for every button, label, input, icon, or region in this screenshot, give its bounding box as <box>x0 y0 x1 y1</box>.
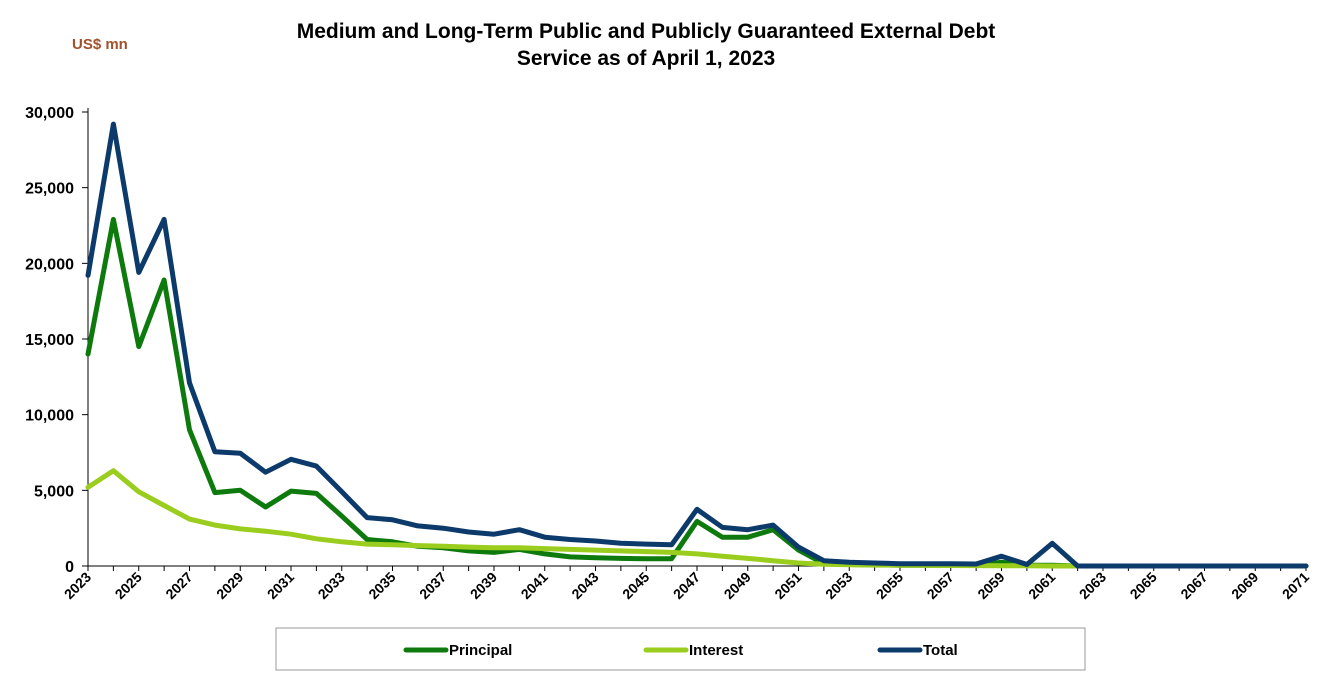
x-tick-label: 2053 <box>822 569 855 602</box>
series-line-interest <box>85 468 1309 569</box>
legend-item-total: Total <box>877 642 958 659</box>
series-lines <box>85 121 1309 569</box>
y-tick-label: 10,000 <box>25 408 74 425</box>
x-tick-label: 2069 <box>1228 569 1261 602</box>
legend: Principal Interest Total <box>275 627 1086 671</box>
x-tick-label: 2051 <box>771 569 804 602</box>
x-tick-label: 2029 <box>213 569 246 602</box>
y-tick-label: 5,000 <box>34 483 74 500</box>
chart-title-line-2: Service as of April 1, 2023 <box>517 47 775 70</box>
x-tick-label: 2027 <box>162 569 195 602</box>
x-tick-label: 2067 <box>1177 569 1210 602</box>
x-tick-label: 2049 <box>721 569 754 602</box>
legend-label-principal: Principal <box>449 642 512 659</box>
y-tick-label: 0 <box>65 559 74 576</box>
legend-label-interest: Interest <box>689 642 743 659</box>
plot-area: 0 5,000 10,000 15,000 20,000 25,000 30,000 202… <box>25 105 1312 602</box>
x-tick-label: 2039 <box>467 569 500 602</box>
x-tick-label: 2063 <box>1076 569 1109 602</box>
y-tick-label: 20,000 <box>25 256 74 273</box>
x-tick-label: 2037 <box>416 569 449 602</box>
x-tick-label: 2045 <box>619 569 652 602</box>
x-tick-label: 2047 <box>670 569 703 602</box>
series-line-principal <box>85 216 1309 569</box>
x-tick-label: 2035 <box>365 569 398 602</box>
y-tick-label: 25,000 <box>25 181 74 198</box>
x-tick-label: 2031 <box>264 569 297 602</box>
x-tick-label: 2041 <box>518 569 551 602</box>
x-tick-label: 2061 <box>1025 569 1058 602</box>
x-tick-label: 2059 <box>974 569 1007 602</box>
x-tick-label: 2033 <box>315 569 348 602</box>
x-tick-label: 2057 <box>924 569 957 602</box>
x-tick-label: 2043 <box>568 569 601 602</box>
legend-item-principal: Principal <box>403 642 512 659</box>
unit-label: US$ mn <box>72 36 128 53</box>
x-axis: 2023 2025 2027 2029 2031 2033 2035 2037 2039 2041… <box>61 565 1312 602</box>
x-tick-label: 2025 <box>112 569 145 602</box>
x-tick-label: 2065 <box>1127 569 1160 602</box>
legend-item-interest: Interest <box>643 642 743 659</box>
x-tick-label: 2055 <box>873 569 906 602</box>
x-tick-label: 2071 <box>1279 569 1312 602</box>
y-tick-label: 30,000 <box>25 105 74 122</box>
chart-title-line-1: Medium and Long-Term Public and Publicly… <box>297 20 996 43</box>
legend-label-total: Total <box>923 642 958 659</box>
y-tick-label: 15,000 <box>25 332 74 349</box>
y-axis: 0 5,000 10,000 15,000 20,000 25,000 30,000 <box>25 105 89 576</box>
series-line-total <box>85 121 1309 569</box>
